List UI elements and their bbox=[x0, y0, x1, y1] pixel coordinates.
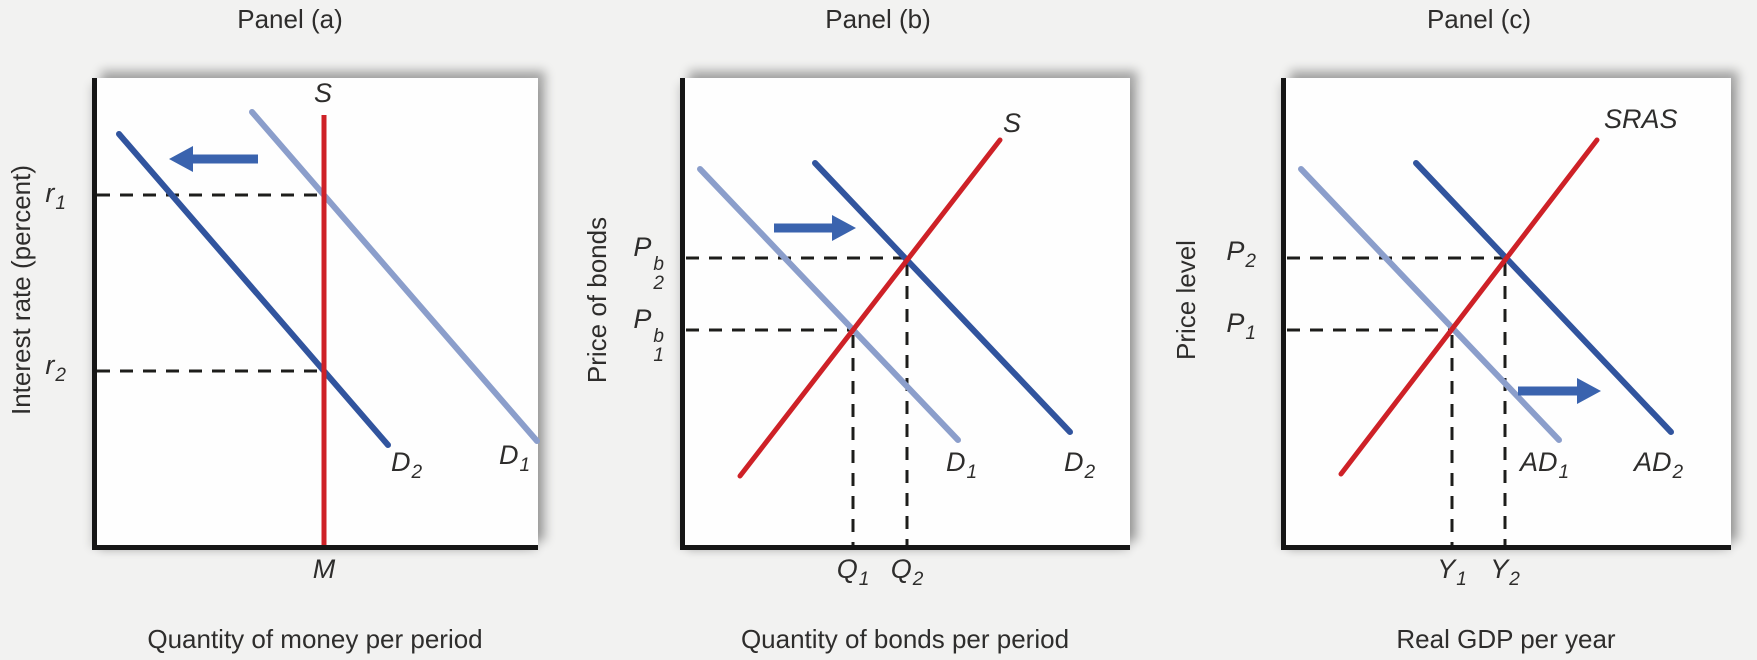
p1b-sub: 1 bbox=[653, 344, 664, 366]
p2b-base: P bbox=[633, 232, 652, 262]
q1-sub: 1 bbox=[858, 569, 870, 590]
ad1-label: AD1 bbox=[1520, 447, 1570, 483]
p2-base: P bbox=[1226, 236, 1245, 266]
panel-a-plot-box bbox=[92, 78, 538, 550]
d2-sub: 2 bbox=[411, 462, 423, 483]
money-demand-d2-label: D2 bbox=[391, 447, 423, 483]
m-tick-label: M bbox=[304, 556, 344, 583]
panel-c-title: Panel (c) bbox=[1426, 4, 1532, 34]
panel-c-x-axis-label: Real GDP per year bbox=[1396, 624, 1616, 654]
y2-base: Y bbox=[1490, 554, 1509, 584]
y1-sub: 1 bbox=[1456, 569, 1467, 590]
q2-sub: 2 bbox=[912, 569, 924, 590]
r1-base: r bbox=[45, 178, 55, 208]
p2-tick-label: P2 bbox=[1200, 236, 1256, 272]
y1-tick-label: Y1 bbox=[1426, 554, 1478, 590]
y2-sub: 2 bbox=[1509, 569, 1520, 590]
p2-sub: 2 bbox=[1245, 251, 1256, 272]
sras-label-text: SRAS bbox=[1604, 104, 1678, 134]
panel-b-x-axis-label: Quantity of bonds per period bbox=[740, 624, 1070, 654]
panel-b-plot-box bbox=[680, 78, 1130, 550]
p1b-base: P bbox=[633, 304, 652, 334]
q2-base: Q bbox=[890, 554, 912, 584]
d2-base: D bbox=[391, 447, 411, 477]
bond-demand-d1-label: D1 bbox=[946, 447, 978, 483]
bond-supply-label-text: S bbox=[1003, 108, 1022, 138]
p1-base: P bbox=[1226, 308, 1245, 338]
panel-a-y-axis-label: Interest rate (percent) bbox=[6, 165, 36, 415]
panel-b-y-axis-label: Price of bonds bbox=[582, 216, 612, 384]
r1-tick-label: r1 bbox=[30, 178, 66, 214]
p2b-sup: b bbox=[653, 254, 664, 275]
ad2-base: AD bbox=[1634, 447, 1672, 477]
panel-b-title: Panel (b) bbox=[825, 4, 931, 34]
bond-d2-base: D bbox=[1064, 447, 1084, 477]
p1b-sup: b bbox=[653, 326, 664, 347]
panel-c-y-axis-label: Price level bbox=[1171, 240, 1201, 360]
ad1-sub: 1 bbox=[1558, 462, 1570, 483]
bond-d1-base: D bbox=[946, 447, 966, 477]
bond-supply-label: S bbox=[1003, 110, 1021, 137]
money-demand-d1-label: D1 bbox=[499, 440, 531, 476]
money-supply-label-text: S bbox=[314, 78, 333, 108]
y1-base: Y bbox=[1437, 554, 1456, 584]
y2-tick-label: Y2 bbox=[1479, 554, 1531, 590]
q1-base: Q bbox=[836, 554, 858, 584]
r2-base: r bbox=[45, 350, 55, 380]
money-supply-label: S bbox=[314, 80, 332, 107]
m-base: M bbox=[312, 554, 336, 584]
p2b-sub: 2 bbox=[653, 272, 664, 294]
sras-label: SRAS bbox=[1604, 106, 1678, 133]
bond-d1-sub: 1 bbox=[966, 462, 978, 483]
ad2-label: AD2 bbox=[1634, 447, 1684, 483]
q1-tick-label: Q1 bbox=[827, 554, 879, 590]
panel-a-title: Panel (a) bbox=[237, 4, 343, 34]
p1-sub: 1 bbox=[1245, 323, 1256, 344]
p1-tick-label: P1 bbox=[1200, 308, 1256, 344]
ad1-base: AD bbox=[1520, 447, 1558, 477]
ad2-sub: 2 bbox=[1672, 462, 1684, 483]
r2-sub: 2 bbox=[55, 365, 66, 386]
r1-sub: 1 bbox=[55, 193, 66, 214]
bond-d2-sub: 2 bbox=[1084, 462, 1096, 483]
panel-a-x-axis-label: Quantity of money per period bbox=[147, 624, 483, 654]
d1-base: D bbox=[499, 440, 519, 470]
bond-demand-d2-label: D2 bbox=[1064, 447, 1096, 483]
q2-tick-label: Q2 bbox=[881, 554, 933, 590]
d1-sub: 1 bbox=[519, 455, 531, 476]
r2-tick-label: r2 bbox=[30, 350, 66, 386]
